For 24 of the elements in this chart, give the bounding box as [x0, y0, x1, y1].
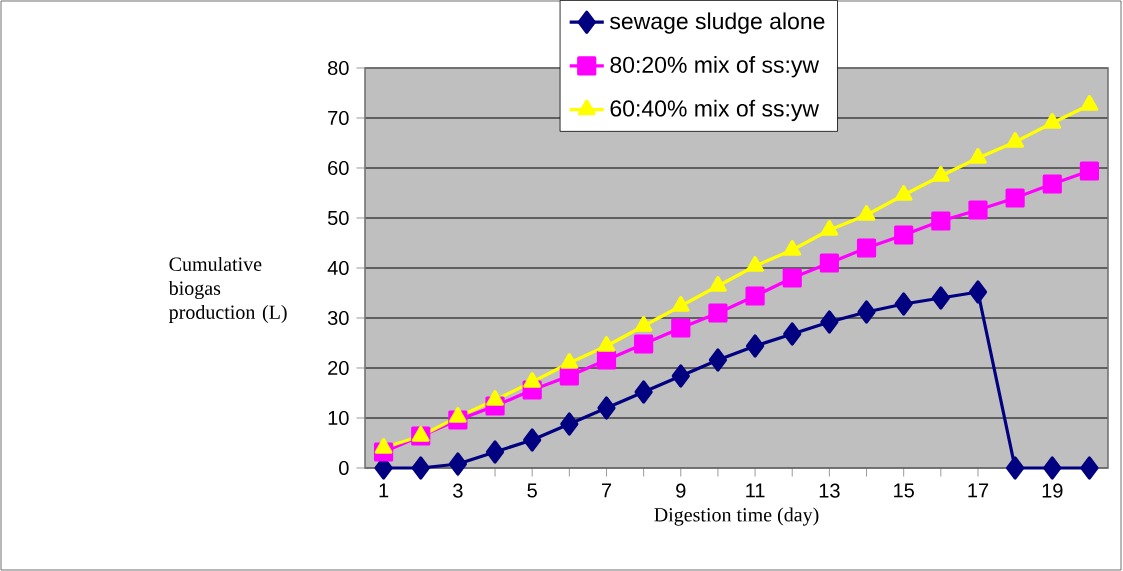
legend-label: 60:40% mix of ss:yw — [610, 99, 820, 122]
y-tick-label: 70 — [328, 110, 349, 126]
y-tick-label: 0 — [339, 460, 349, 476]
y-tick-label: 10 — [328, 410, 349, 426]
x-tick-label: 5 — [527, 483, 537, 498]
y-axis-title: Cumulative biogas production (L) — [168, 256, 287, 324]
x-tick-label: 11 — [746, 483, 765, 498]
x-tick-label: 19 — [1042, 483, 1063, 498]
x-tick-label: 13 — [819, 483, 840, 498]
x-tick-label: 1 — [379, 483, 389, 498]
y-tick-label: 30 — [327, 310, 349, 326]
x-tick-label: 3 — [453, 483, 463, 498]
x-tick-label: 9 — [676, 483, 686, 498]
y-tick-label: 50 — [327, 210, 349, 226]
legend-label: 80:20% mix of ss:yw — [610, 56, 820, 78]
x-tick-label: 17 — [968, 483, 989, 498]
x-tick-label: 15 — [894, 483, 914, 498]
y-tick-label: 80 — [328, 60, 349, 76]
legend-label: sewage sludge alone — [610, 12, 825, 34]
y-tick-label: 40 — [327, 260, 349, 276]
x-axis-title: Digestion time (day) — [654, 507, 819, 526]
x-tick-label: 7 — [601, 483, 612, 498]
y-tick-label: 20 — [328, 360, 349, 376]
y-tick-label: 60 — [328, 160, 349, 176]
